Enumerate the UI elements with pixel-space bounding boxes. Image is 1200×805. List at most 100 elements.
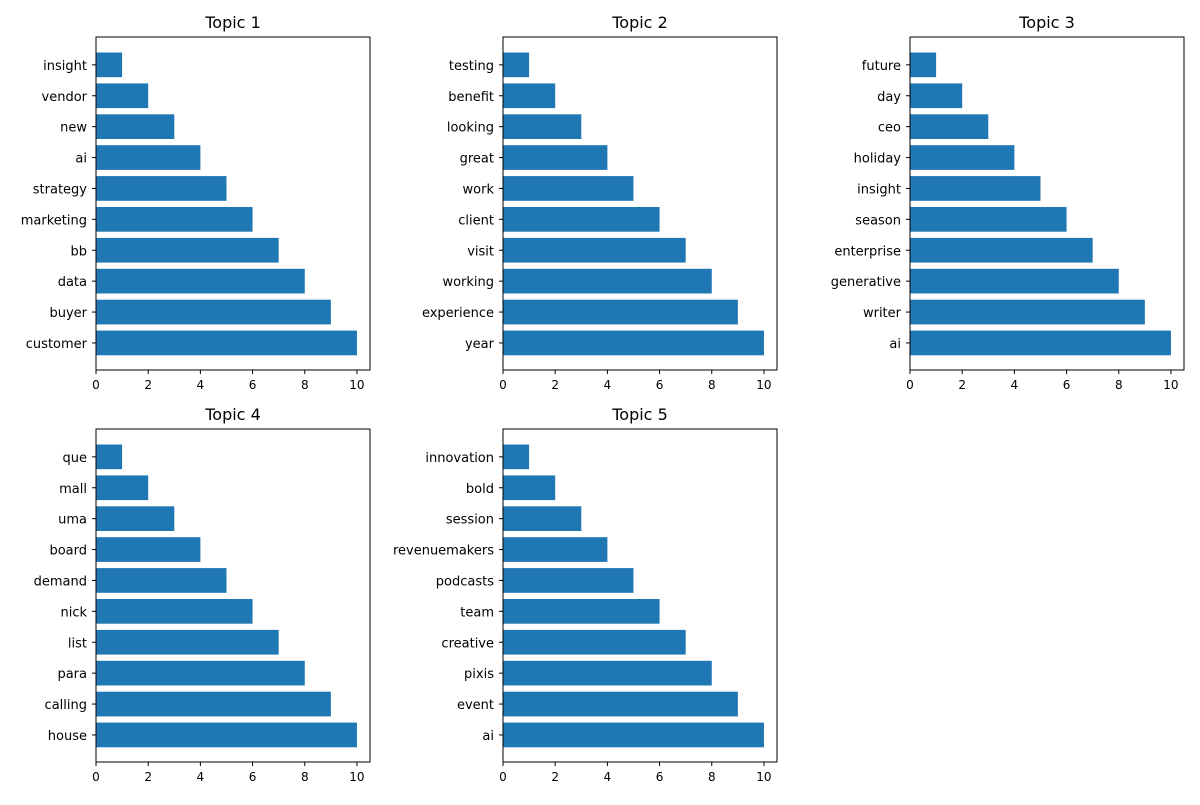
bar [503, 207, 660, 232]
bar [503, 660, 712, 686]
bar [503, 52, 530, 78]
chart-panel-2: Topic 2 testing benefit looking great work cli… [422, 13, 778, 392]
bar [910, 83, 963, 109]
bar [96, 722, 357, 748]
bar [96, 629, 279, 655]
bar [503, 475, 556, 501]
bar [96, 537, 201, 562]
category-label: strategy [33, 182, 88, 197]
bar [96, 52, 123, 78]
bar [503, 299, 738, 325]
chart-panel-5: Topic 5 innovation bold session revenuemaker… [393, 405, 778, 784]
category-label: great [460, 152, 494, 167]
category-label: bb [70, 244, 87, 259]
category-label: season [855, 213, 901, 228]
x-tick-label: 10 [349, 770, 364, 784]
category-label: insight [43, 59, 87, 74]
category-label: uma [58, 513, 87, 528]
bar [96, 207, 253, 232]
category-label: demand [34, 574, 87, 589]
bar [96, 475, 149, 501]
category-label: enterprise [834, 244, 901, 259]
bar [503, 537, 608, 562]
category-label: testing [449, 59, 494, 74]
bar [503, 568, 634, 593]
bar [910, 114, 989, 139]
category-label: event [457, 698, 494, 713]
category-label: list [68, 636, 87, 651]
category-label: ai [482, 729, 494, 744]
x-tick-label: 6 [249, 770, 257, 784]
bar [910, 52, 937, 78]
x-tick-label: 10 [756, 378, 771, 392]
category-label: working [442, 275, 494, 290]
category-label: mall [59, 482, 87, 497]
bar [96, 330, 357, 356]
bar [910, 145, 1015, 170]
category-label: holiday [854, 152, 902, 167]
category-label: calling [45, 698, 87, 713]
bar [503, 237, 686, 263]
bar [503, 444, 530, 470]
bar [503, 629, 686, 655]
category-label: board [49, 544, 87, 559]
x-tick-label: 10 [349, 378, 364, 392]
x-tick-label: 4 [197, 770, 205, 784]
bar [96, 83, 149, 109]
bar [910, 268, 1119, 294]
category-label: benefit [448, 90, 494, 105]
category-label: data [58, 275, 87, 290]
category-label: day [877, 90, 901, 105]
category-label: revenuemakers [393, 544, 494, 559]
bar [96, 444, 123, 470]
bar [96, 568, 227, 593]
category-label: innovation [425, 451, 494, 466]
chart-panel-4: Topic 4 que mall uma board demand nick list para… [34, 405, 371, 784]
bar [96, 268, 305, 294]
category-label: marketing [21, 213, 87, 228]
chart-title: Topic 3 [1018, 13, 1075, 32]
bar [96, 145, 201, 170]
category-label: new [60, 121, 87, 136]
bar [96, 237, 279, 263]
x-tick-label: 2 [551, 378, 559, 392]
axes-frame [502, 36, 778, 371]
chart-title: Topic 2 [611, 13, 668, 32]
x-tick-label: 2 [144, 770, 152, 784]
bar [503, 114, 582, 139]
x-tick-label: 6 [656, 770, 664, 784]
category-label: ai [75, 152, 87, 167]
axes-frame [909, 36, 1185, 371]
bar [910, 299, 1145, 325]
bar [503, 722, 764, 748]
chart-panel-1: Topic 1 insight vendor new ai strategy marketi… [21, 13, 371, 392]
chart-panel-3: Topic 3 future day ceo holiday insight season e… [831, 13, 1185, 392]
x-tick-label: 6 [1063, 378, 1071, 392]
category-label: visit [467, 244, 494, 259]
bar [96, 176, 227, 201]
category-label: team [460, 605, 494, 620]
x-tick-label: 6 [656, 378, 664, 392]
chart-title: Topic 1 [204, 13, 261, 32]
bar [96, 506, 175, 531]
bar [910, 207, 1067, 232]
category-label: creative [441, 636, 494, 651]
bar [503, 506, 582, 531]
x-tick-label: 4 [197, 378, 205, 392]
category-label: pixis [464, 667, 494, 682]
axes-frame [502, 428, 778, 763]
category-label: experience [422, 306, 494, 321]
x-tick-label: 0 [499, 770, 507, 784]
category-label: year [465, 337, 495, 352]
x-tick-label: 4 [1011, 378, 1019, 392]
category-label: ai [889, 337, 901, 352]
category-label: looking [447, 121, 494, 136]
bar [503, 330, 764, 356]
x-tick-label: 0 [906, 378, 914, 392]
bar [503, 83, 556, 109]
category-label: ceo [878, 121, 901, 136]
category-label: nick [60, 605, 87, 620]
x-tick-label: 2 [551, 770, 559, 784]
